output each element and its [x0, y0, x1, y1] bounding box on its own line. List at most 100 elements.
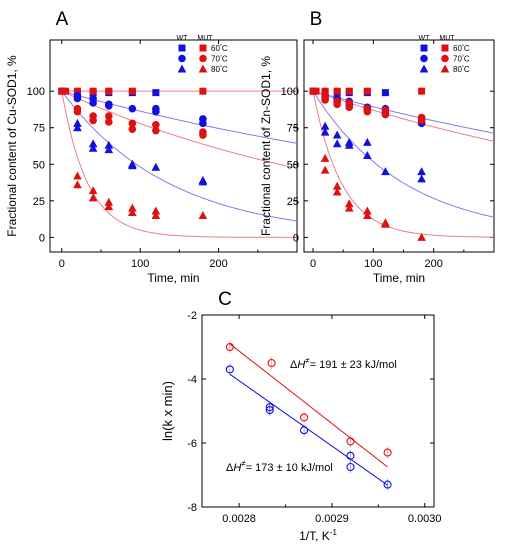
legend-marker: [199, 54, 207, 63]
plot-frame: [201, 314, 435, 508]
y-tick-label: 100: [27, 86, 45, 98]
data-point: [89, 87, 97, 95]
y-tick-label: -4: [187, 374, 197, 386]
fit-curve: [61, 90, 297, 144]
legend-column-label: WT: [419, 35, 431, 42]
y-axis-label: Fractional content of Zn-SOD1, %: [259, 56, 273, 236]
y-tick-label: 0: [293, 232, 299, 244]
data-point: [128, 125, 137, 133]
data-point: [381, 110, 390, 119]
fit-curve: [229, 343, 388, 468]
data-point: [417, 232, 426, 241]
data-point: [346, 462, 355, 472]
x-tick-label: 0.0028: [222, 513, 256, 525]
data-point: [104, 140, 114, 149]
series-mut-circle: [73, 104, 207, 139]
x-tick-label: 200: [209, 258, 227, 270]
x-tick-label: 200: [425, 258, 443, 270]
data-point: [344, 140, 354, 149]
data-point: [128, 119, 137, 128]
x-tick-label: 0: [310, 258, 316, 270]
fit-lines: [61, 90, 297, 238]
data-point: [320, 165, 330, 174]
x-axis-label: Time, min: [373, 271, 425, 285]
data-point: [62, 87, 70, 95]
data-point: [104, 197, 114, 206]
x-tick-label: 0: [59, 258, 65, 270]
legend-label: 60°C: [453, 44, 470, 53]
series-wt-triangle: [73, 118, 208, 186]
legend-marker: [177, 64, 187, 73]
fit-lines: [312, 90, 494, 238]
x-tick-label: 100: [364, 258, 382, 270]
data-point: [199, 119, 207, 128]
data-point: [104, 202, 114, 211]
data-point: [346, 437, 355, 446]
y-tick-label: 75: [33, 123, 45, 135]
data-point: [73, 94, 82, 103]
legend-marker: [419, 64, 429, 73]
data-point: [320, 153, 330, 162]
legend: WT MUT 60°C 70°C80°C: [177, 35, 228, 74]
plot-frame: [49, 39, 298, 253]
data-point: [151, 210, 161, 219]
legend-marker: [441, 54, 449, 63]
data-point: [383, 448, 392, 457]
data-point: [152, 121, 160, 129]
data-point: [88, 186, 98, 195]
legend-marker: [441, 44, 449, 52]
data-point: [320, 121, 330, 130]
fit-curve: [312, 90, 494, 142]
data-point: [73, 180, 82, 189]
fit-curve: [229, 373, 388, 486]
data-point: [73, 123, 82, 132]
data-point: [381, 219, 390, 228]
fit-curve: [312, 90, 494, 134]
legend-column-label: MUT: [439, 35, 455, 42]
panel-letter: A: [56, 9, 69, 30]
data-point: [73, 87, 81, 95]
series-mut-circle: [321, 91, 426, 125]
panel-letter: B: [310, 9, 323, 30]
data-point: [381, 167, 390, 176]
data-point: [151, 162, 161, 171]
data-point: [152, 89, 160, 97]
data-point: [105, 112, 113, 120]
data-point: [199, 131, 207, 139]
panel-c: C 0.0028 0.0029 0.0030 -8 -6 -4 -2 1/T, K-1 ln(k …: [160, 289, 442, 543]
y-tick-label: 25: [33, 196, 45, 208]
data-point: [128, 104, 137, 113]
data-point: [300, 426, 309, 435]
data-point: [151, 206, 161, 215]
annotation: ΔH≠= 191 ± 23 kJ/mol: [290, 356, 397, 371]
data-point: [128, 87, 136, 95]
data-point: [344, 199, 354, 208]
data-point: [344, 203, 354, 212]
legend-label: 80°C: [211, 65, 228, 74]
fit-curve: [312, 90, 494, 218]
y-axis-label: Fractional content of Cu-SOD1, %: [5, 55, 19, 237]
x-tick-label: 100: [131, 258, 149, 270]
data-point: [152, 107, 160, 116]
legend-label: 70°C: [453, 55, 470, 64]
data-point: [332, 130, 342, 139]
x-tick-label: 0.0030: [408, 513, 442, 525]
data-point: [128, 161, 137, 170]
x-axis-label: 1/T, K-1: [299, 528, 337, 543]
data-point: [88, 143, 98, 152]
data-point: [363, 151, 372, 160]
series-wt-circle: [73, 91, 207, 128]
data-point: [300, 413, 309, 422]
y-axis-label: ln(k x min): [160, 381, 175, 441]
series-mut-square: [58, 87, 207, 95]
data-point: [128, 208, 137, 217]
data-point: [381, 89, 389, 97]
data-point: [321, 96, 329, 104]
legend-label: 80°C: [453, 65, 470, 74]
panel-letter: C: [218, 289, 232, 310]
data-point: [198, 177, 208, 186]
data-point: [333, 100, 341, 109]
data-point: [89, 94, 97, 103]
data-point: [345, 103, 354, 112]
annotation: ΔH≠= 173 ± 10 kJ/mol: [226, 459, 333, 474]
